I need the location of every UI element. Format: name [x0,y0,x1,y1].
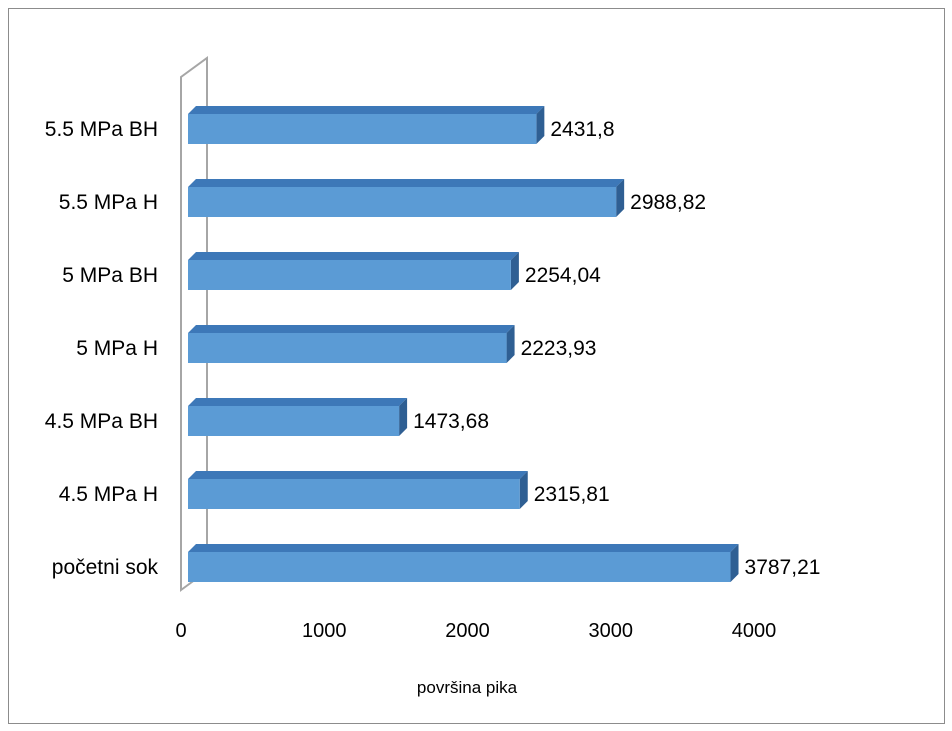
bar-top-face [188,471,528,479]
category-label: 5 MPa BH [62,264,158,287]
category-label: 5.5 MPa H [59,191,158,214]
bar-side-face [506,325,515,363]
bar [188,544,739,582]
bar-side-face [510,252,519,290]
bar [188,471,528,509]
category-label: 5.5 MPa BH [45,118,158,141]
data-label: 2988,82 [630,191,706,214]
category-label: početni sok [52,556,159,579]
bar-side-face [730,544,739,582]
x-tick-label: 3000 [589,620,634,642]
bar [188,106,545,144]
x-tick-labels: 0 1000 2000 3000 4000 [175,620,776,642]
bar-top-face [188,325,515,333]
data-label: 2223,93 [521,337,597,360]
data-label: 1473,68 [413,410,489,433]
category-label: 5 MPa H [76,337,158,360]
bar-side-face [399,398,408,436]
bar-top-face [188,398,408,406]
bar-front-face [188,260,511,290]
category-label: 4.5 MPa H [59,483,158,506]
x-tick-label: 0 [175,620,186,642]
bars-group [188,106,739,582]
x-axis-title: površina pika [417,678,518,697]
x-tick-label: 2000 [445,620,490,642]
category-label: 4.5 MPa BH [45,410,158,433]
bar-top-face [188,252,519,260]
bar [188,325,515,363]
bar-top-face [188,106,545,114]
bar-front-face [188,187,617,217]
category-labels: 5.5 MPa BH 5.5 MPa H 5 MPa BH 5 MPa H 4.5 MP… [45,118,159,579]
bar-top-face [188,544,739,552]
bar-front-face [188,333,507,363]
bar-side-face [536,106,545,144]
data-labels: 2431,8 2988,82 2254,04 2223,93 1473,68 2315,8… [413,118,820,579]
bar-front-face [188,552,731,582]
bar-side-face [519,471,528,509]
x-tick-label: 1000 [302,620,347,642]
bar-front-face [188,406,400,436]
bar-top-face [188,179,625,187]
data-label: 2431,8 [550,118,614,141]
data-label: 3787,21 [745,556,821,579]
bar [188,252,519,290]
bar-front-face [188,479,520,509]
bar-front-face [188,114,537,144]
data-label: 2254,04 [525,264,601,287]
bar [188,179,625,217]
data-label: 2315,81 [534,483,610,506]
bar-side-face [616,179,625,217]
x-tick-label: 4000 [732,620,777,642]
bar [188,398,408,436]
